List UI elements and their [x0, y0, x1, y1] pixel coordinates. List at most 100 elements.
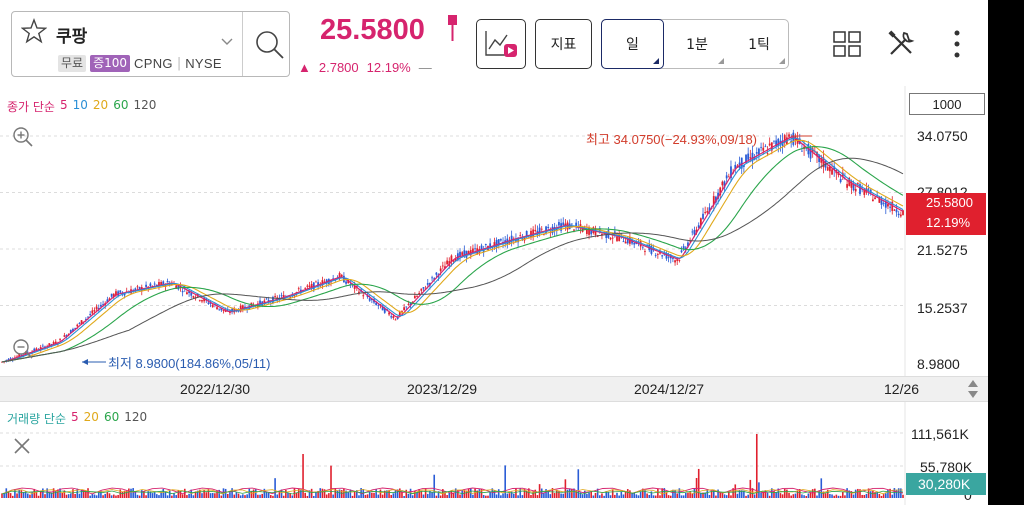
volume-bar [700, 492, 702, 498]
volume-bar [777, 488, 780, 498]
candle-body [100, 304, 102, 307]
volume-bar [837, 495, 840, 498]
candle-body [181, 291, 184, 293]
volume-bar [654, 495, 657, 498]
volume-bar [149, 491, 152, 498]
volume-bar [332, 494, 334, 498]
zoom-out-icon[interactable] [12, 338, 34, 360]
volume-bar [257, 494, 259, 498]
candle-body [91, 310, 94, 314]
volume-legend[interactable]: 거래량 단순 5 20 60 120 [7, 410, 147, 427]
volume-bar [325, 494, 328, 498]
volume-bar [459, 494, 461, 498]
candle-body [631, 239, 633, 244]
candle-body [497, 239, 500, 244]
candle-body [644, 251, 646, 252]
period-selector: 일 1분 1틱 [601, 19, 789, 69]
volume-bar [65, 494, 68, 498]
candle-body [444, 266, 446, 269]
volume-bar [265, 492, 268, 498]
volume-bar [188, 493, 190, 498]
x-axis[interactable]: 2022/12/30 2023/12/29 2024/12/27 12/26 [0, 376, 988, 402]
chart-video-button[interactable] [476, 19, 526, 69]
volume-bar [678, 488, 681, 498]
volume-bar [874, 492, 876, 498]
stock-selector[interactable]: 쿠팡 무료 증100 CPNG | NYSE [11, 11, 290, 77]
volume-bar [433, 474, 436, 498]
volume-bar [336, 490, 339, 498]
candle-body [693, 230, 696, 235]
volume-bar [545, 489, 547, 498]
ma-line-10 [1, 137, 904, 363]
price-chart[interactable] [0, 86, 906, 376]
candle-body [489, 243, 492, 249]
candle-body [280, 295, 283, 297]
volume-bar [102, 495, 104, 498]
layout-grid-icon[interactable] [832, 30, 862, 58]
volume-bar [274, 478, 276, 498]
search-icon[interactable] [254, 29, 286, 61]
volume-bar [291, 495, 294, 498]
period-1min-tab[interactable]: 1분 [666, 20, 728, 68]
more-icon[interactable] [950, 28, 964, 60]
volume-bar [334, 488, 337, 498]
volume-bar [162, 488, 165, 498]
indicator-button[interactable]: 지표 [535, 19, 592, 69]
volume-bar [183, 488, 186, 498]
candle-body [499, 239, 502, 241]
favorite-star-icon[interactable] [21, 18, 47, 44]
candle-body [381, 305, 384, 311]
stock-name[interactable]: 쿠팡 [56, 27, 88, 47]
volume-bar [383, 490, 386, 498]
volume-tick-label: 111,561K [911, 426, 969, 442]
volume-bar [319, 488, 322, 498]
volume-bar [454, 488, 457, 498]
volume-bar [186, 495, 188, 498]
volume-bar [76, 488, 79, 498]
change-dash: — [418, 60, 432, 75]
volume-bar [631, 492, 633, 498]
candle-body [433, 278, 436, 280]
volume-bar [29, 494, 31, 498]
volume-bar [1, 493, 3, 498]
candle-body [540, 228, 543, 230]
volume-bar [555, 489, 558, 498]
volume-bar [869, 491, 872, 498]
candle-body [405, 306, 408, 308]
volume-bar [723, 494, 726, 498]
candle-body [190, 292, 193, 296]
volume-bar [353, 491, 356, 498]
volume-bar [889, 488, 891, 498]
candle-body [59, 338, 61, 340]
updown-arrow-icon[interactable] [966, 378, 980, 400]
chevron-down-icon[interactable] [220, 36, 234, 46]
tools-icon[interactable] [886, 29, 916, 59]
ma-legend-prefix: 종가 단순 [7, 100, 55, 114]
volume-bar [818, 490, 820, 498]
period-day-tab[interactable]: 일 [601, 19, 664, 69]
zoom-in-icon[interactable] [12, 126, 34, 148]
candle-body [697, 225, 700, 228]
volume-bar [220, 495, 223, 498]
period-count-box[interactable]: 1000 [909, 93, 985, 115]
candle-body [89, 314, 92, 316]
candle-body [704, 211, 707, 213]
volume-bar [168, 489, 171, 498]
candle-body [721, 181, 724, 186]
volume-chart[interactable] [0, 402, 906, 505]
volume-bar [448, 492, 451, 498]
volume-bar [626, 489, 629, 498]
period-1tick-tab[interactable]: 1틱 [729, 20, 789, 68]
volume-bar [798, 489, 801, 498]
volume-bar [646, 493, 648, 498]
candle-body [777, 138, 780, 147]
volume-bar [579, 492, 582, 498]
volume-bar [104, 493, 107, 498]
volume-bar [594, 492, 597, 498]
period-day-label: 일 [626, 37, 639, 53]
volume-bar [611, 489, 614, 498]
candle-body [306, 285, 309, 287]
ma-legend[interactable]: 종가 단순 5 10 20 60 120 [7, 98, 156, 115]
close-icon[interactable] [12, 436, 32, 456]
candle-body [564, 223, 567, 226]
